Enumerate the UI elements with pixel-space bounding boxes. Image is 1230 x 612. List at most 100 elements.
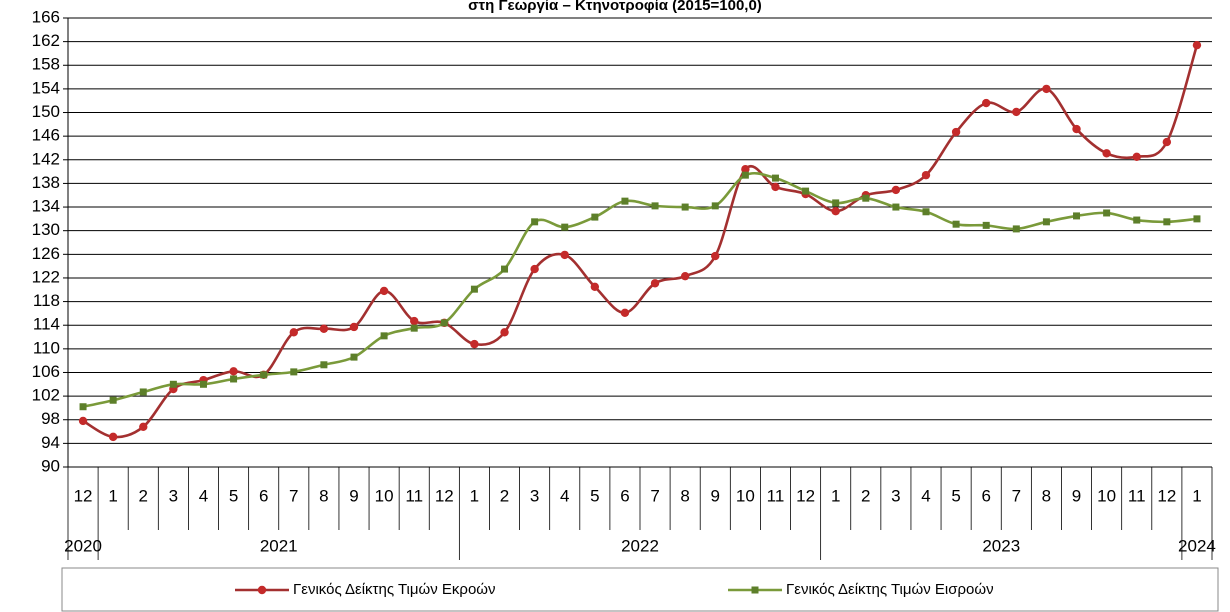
- marker: [711, 202, 719, 210]
- x-tick-label: 2: [139, 486, 148, 505]
- x-tick-label: 3: [530, 486, 539, 505]
- y-tick-label: 130: [32, 220, 60, 239]
- marker: [590, 282, 600, 292]
- marker: [531, 218, 539, 226]
- marker: [561, 223, 569, 231]
- year-label: 2021: [260, 536, 298, 555]
- marker: [230, 375, 238, 383]
- x-tick-label: 9: [349, 486, 358, 505]
- marker: [1042, 218, 1050, 226]
- marker: [651, 202, 659, 210]
- marker: [229, 367, 238, 376]
- marker: [921, 170, 931, 180]
- y-tick-label: 138: [32, 173, 60, 192]
- marker: [862, 194, 870, 202]
- marker: [832, 199, 840, 207]
- y-tick-label: 118: [33, 291, 60, 310]
- x-tick-label: 7: [289, 486, 298, 505]
- marker: [440, 319, 448, 327]
- marker: [831, 206, 840, 216]
- marker: [410, 316, 419, 326]
- x-tick-label: 3: [169, 486, 178, 505]
- y-tick-label: 98: [41, 409, 60, 428]
- year-label: 2024: [1178, 536, 1216, 555]
- x-tick-label: 2: [500, 486, 509, 505]
- x-tick-label: 6: [259, 486, 268, 505]
- y-tick-label: 162: [32, 31, 60, 50]
- x-tick-label: 4: [921, 486, 930, 505]
- marker: [650, 279, 660, 288]
- y-tick-label: 150: [32, 102, 60, 121]
- y-tick-label: 166: [32, 7, 60, 26]
- marker: [560, 250, 569, 260]
- marker: [891, 185, 901, 195]
- marker: [1163, 218, 1171, 226]
- marker: [620, 308, 630, 318]
- x-tick-label: 10: [736, 486, 755, 505]
- marker: [982, 221, 990, 229]
- chart-title: στη Γεωργία – Κτηνοτροφία (2015=100,0): [468, 0, 762, 14]
- x-tick-label: 1: [470, 486, 479, 505]
- marker: [470, 339, 479, 349]
- x-tick-label: 6: [620, 486, 629, 505]
- marker: [621, 197, 629, 205]
- x-tick-label: 9: [1072, 486, 1081, 505]
- marker: [139, 422, 148, 432]
- marker: [1012, 225, 1020, 233]
- marker: [802, 187, 810, 195]
- x-tick-label: 1: [108, 486, 117, 505]
- marker: [109, 396, 117, 404]
- x-tick-label: 11: [767, 486, 785, 505]
- x-tick-label: 7: [1012, 486, 1021, 505]
- x-tick-label: 2: [861, 486, 870, 505]
- marker: [1103, 209, 1111, 217]
- y-tick-label: 94: [41, 433, 60, 452]
- marker: [108, 432, 118, 442]
- marker: [711, 251, 720, 261]
- y-tick-label: 122: [32, 267, 60, 286]
- marker: [379, 286, 389, 296]
- marker: [892, 203, 900, 211]
- marker: [982, 98, 991, 108]
- x-tick-label: 9: [711, 486, 720, 505]
- x-tick-label: 8: [319, 486, 328, 505]
- marker: [741, 171, 749, 179]
- marker: [79, 403, 87, 411]
- marker: [1072, 124, 1081, 134]
- y-tick-label: 126: [32, 244, 60, 263]
- x-tick-label: 7: [650, 486, 659, 505]
- y-tick-label: 90: [41, 456, 60, 475]
- x-tick-label: 5: [229, 486, 238, 505]
- marker: [257, 585, 267, 595]
- x-tick-label: 11: [1128, 486, 1146, 505]
- marker: [680, 271, 690, 281]
- marker: [1042, 84, 1051, 94]
- x-tick-label: 12: [796, 486, 815, 505]
- x-tick-label: 10: [375, 486, 394, 505]
- y-tick-label: 158: [32, 55, 60, 74]
- marker: [260, 371, 268, 379]
- y-tick-label: 102: [32, 386, 60, 405]
- marker: [319, 324, 329, 333]
- year-label: 2022: [621, 536, 659, 555]
- marker: [530, 264, 539, 274]
- marker: [1193, 215, 1201, 223]
- marker: [952, 220, 960, 228]
- y-tick-label: 154: [32, 78, 60, 97]
- marker: [751, 586, 759, 594]
- x-tick-label: 5: [590, 486, 599, 505]
- marker: [169, 380, 177, 388]
- marker: [1162, 137, 1172, 147]
- marker: [681, 203, 689, 211]
- marker: [1012, 107, 1021, 117]
- marker: [1073, 212, 1081, 220]
- x-tick-label: 8: [680, 486, 689, 505]
- x-tick-label: 3: [891, 486, 900, 505]
- marker: [289, 328, 298, 337]
- marker: [410, 324, 418, 332]
- marker: [380, 332, 388, 340]
- marker: [349, 322, 359, 332]
- marker: [771, 174, 779, 182]
- marker: [1133, 216, 1141, 224]
